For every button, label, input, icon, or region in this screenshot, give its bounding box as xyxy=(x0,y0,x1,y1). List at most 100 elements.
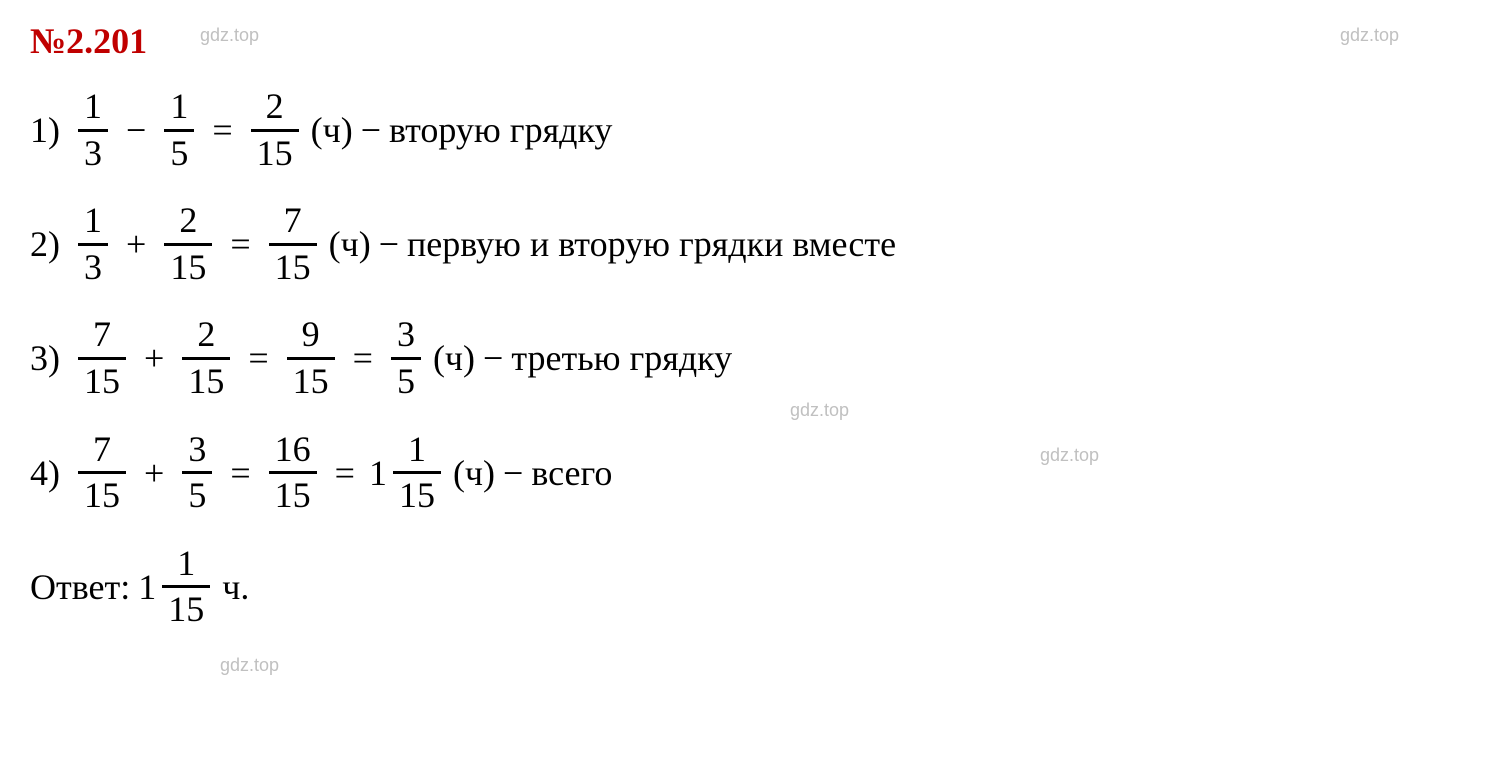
numerator: 9 xyxy=(296,315,326,355)
fraction: 115 xyxy=(393,430,441,516)
answer-whole: 1 xyxy=(138,566,156,608)
fraction: 35 xyxy=(391,315,421,401)
operator: = xyxy=(230,452,250,494)
denominator: 5 xyxy=(182,476,212,516)
dash: − xyxy=(503,452,523,494)
step-index: 2) xyxy=(30,223,60,265)
fraction-bar xyxy=(78,471,126,474)
fraction-bar xyxy=(164,129,194,132)
unit-label: (ч) xyxy=(311,109,353,151)
fraction-bar xyxy=(391,357,421,360)
numerator: 3 xyxy=(182,430,212,470)
denominator: 15 xyxy=(78,362,126,402)
denominator: 15 xyxy=(164,248,212,288)
answer-label: Ответ: xyxy=(30,566,130,608)
numerator: 3 xyxy=(391,315,421,355)
fraction-bar xyxy=(287,357,335,360)
unit-label: (ч) xyxy=(433,337,475,379)
denominator: 15 xyxy=(269,476,317,516)
watermark: gdz.top xyxy=(790,400,849,421)
fraction: 915 xyxy=(287,315,335,401)
numerator: 2 xyxy=(260,87,290,127)
numerator: 7 xyxy=(278,201,308,241)
operator: + xyxy=(144,337,164,379)
fraction-bar xyxy=(78,357,126,360)
numerator: 1 xyxy=(164,87,194,127)
fraction: 715 xyxy=(78,315,126,401)
step-index: 1) xyxy=(30,109,60,151)
step-index: 4) xyxy=(30,452,60,494)
numerator: 1 xyxy=(402,430,432,470)
fraction: 715 xyxy=(269,201,317,287)
step-line: 2)13+215=715 (ч) − первую и вторую грядк… xyxy=(30,201,1469,287)
operator: + xyxy=(126,223,146,265)
denominator: 3 xyxy=(78,248,108,288)
watermark: gdz.top xyxy=(200,25,259,46)
numerator: 16 xyxy=(269,430,317,470)
numerator: 7 xyxy=(87,430,117,470)
denominator: 5 xyxy=(391,362,421,402)
dash: − xyxy=(483,337,503,379)
fraction-bar xyxy=(78,129,108,132)
whole-number: 1 xyxy=(369,452,387,494)
answer-fraction: 1 15 xyxy=(162,544,210,630)
fraction: 215 xyxy=(164,201,212,287)
operator: = xyxy=(212,109,232,151)
fraction-bar xyxy=(269,243,317,246)
fraction-bar xyxy=(162,585,210,588)
fraction-bar xyxy=(269,471,317,474)
fraction-bar xyxy=(164,243,212,246)
numerator: 2 xyxy=(191,315,221,355)
step-description: вторую грядку xyxy=(389,109,612,151)
operator: + xyxy=(144,452,164,494)
watermark: gdz.top xyxy=(220,655,279,676)
denominator: 15 xyxy=(78,476,126,516)
denominator: 5 xyxy=(164,134,194,174)
denominator: 15 xyxy=(162,590,210,630)
fraction-bar xyxy=(251,129,299,132)
operator: − xyxy=(126,109,146,151)
step-line: 3)715+215=915=35 (ч) − третью грядку xyxy=(30,315,1469,401)
operator: = xyxy=(335,452,355,494)
operator: = xyxy=(248,337,268,379)
mixed-fraction: 1115 xyxy=(369,430,445,516)
fraction: 715 xyxy=(78,430,126,516)
step-description: третью грядку xyxy=(511,337,732,379)
denominator: 15 xyxy=(287,362,335,402)
step-index: 3) xyxy=(30,337,60,379)
answer-unit: ч. xyxy=(222,566,249,608)
denominator: 15 xyxy=(182,362,230,402)
fraction: 215 xyxy=(251,87,299,173)
answer-line: Ответ: 1 1 15 ч. xyxy=(30,544,1469,630)
step-line: 4)715+35=1615=1115 (ч) − всего xyxy=(30,430,1469,516)
fraction: 13 xyxy=(78,87,108,173)
unit-label: (ч) xyxy=(453,452,495,494)
fraction: 215 xyxy=(182,315,230,401)
fraction-bar xyxy=(393,471,441,474)
step-description: первую и вторую грядки вместе xyxy=(407,223,896,265)
denominator: 3 xyxy=(78,134,108,174)
answer-mixed-fraction: 1 1 15 xyxy=(138,544,214,630)
watermark: gdz.top xyxy=(1040,445,1099,466)
fraction: 35 xyxy=(182,430,212,516)
denominator: 15 xyxy=(269,248,317,288)
dash: − xyxy=(361,109,381,151)
step-description: всего xyxy=(531,452,612,494)
fraction-bar xyxy=(78,243,108,246)
fraction: 13 xyxy=(78,201,108,287)
fraction: 1615 xyxy=(269,430,317,516)
operator: = xyxy=(230,223,250,265)
numerator: 1 xyxy=(78,201,108,241)
fraction: 15 xyxy=(164,87,194,173)
step-line: 1)13−15=215 (ч) − вторую грядку xyxy=(30,87,1469,173)
operator: = xyxy=(353,337,373,379)
watermark: gdz.top xyxy=(1340,25,1399,46)
fraction-bar xyxy=(182,357,230,360)
denominator: 15 xyxy=(393,476,441,516)
numerator: 1 xyxy=(171,544,201,584)
denominator: 15 xyxy=(251,134,299,174)
unit-label: (ч) xyxy=(329,223,371,265)
numerator: 2 xyxy=(173,201,203,241)
numerator: 1 xyxy=(78,87,108,127)
numerator: 7 xyxy=(87,315,117,355)
